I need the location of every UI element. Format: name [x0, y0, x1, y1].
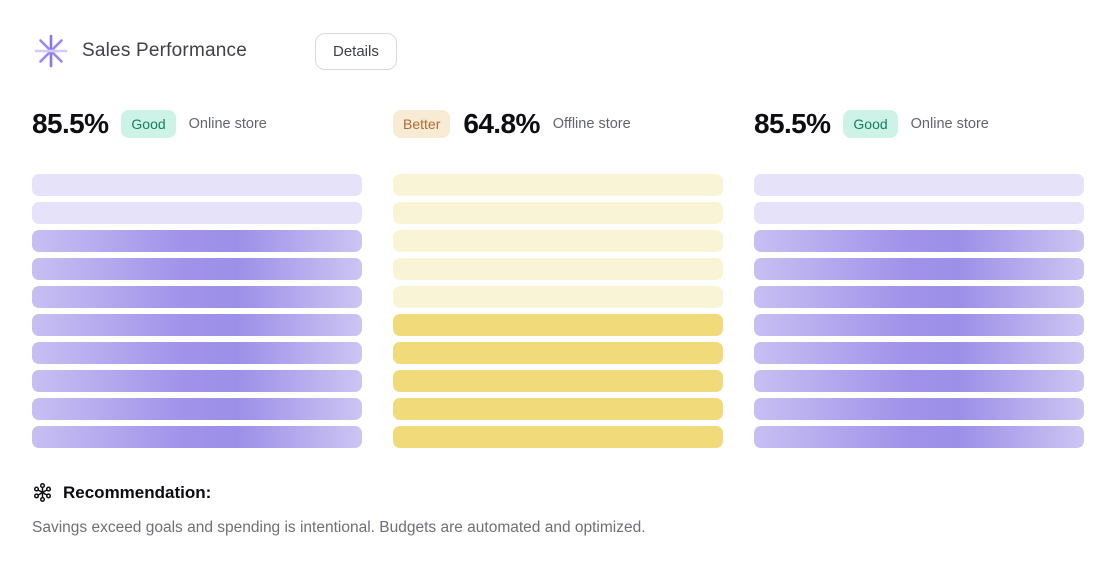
bar [32, 370, 362, 392]
bar [754, 370, 1084, 392]
bar [32, 342, 362, 364]
bar [393, 202, 723, 224]
bar-group [754, 174, 1084, 448]
recommendation-heading: Recommendation: [63, 482, 212, 502]
stat-column-online-store-2: 85.5% Good Online store [754, 106, 1084, 448]
recommendation-header: Recommendation: [32, 482, 1084, 503]
recommendation-text: Savings exceed goals and spending is int… [32, 519, 646, 536]
bar-group [32, 174, 362, 448]
bar [393, 286, 723, 308]
bar [32, 314, 362, 336]
stat-label: Online store [188, 116, 267, 132]
bar [32, 202, 362, 224]
stat-row: 85.5% Good Online store [32, 106, 362, 142]
status-badge: Good [843, 110, 898, 138]
molecule-icon [33, 483, 52, 502]
stat-row: 85.5% Good Online store [754, 106, 1084, 142]
bar [32, 230, 362, 252]
bar [754, 398, 1084, 420]
bar-group [393, 174, 723, 448]
stat-value: 85.5% [32, 108, 109, 139]
stat-label: Online store [910, 116, 989, 132]
bar [754, 174, 1084, 196]
bar [32, 286, 362, 308]
stat-row: Better 64.8% Offline store [393, 106, 723, 142]
bar [32, 426, 362, 448]
recommendation-section: Recommendation: Savings exceed goals and… [0, 482, 1116, 537]
bar [754, 342, 1084, 364]
bar [754, 314, 1084, 336]
status-badge: Good [121, 110, 176, 138]
bar [393, 174, 723, 196]
bar [32, 174, 362, 196]
bar [32, 258, 362, 280]
bar [754, 258, 1084, 280]
bar [754, 426, 1084, 448]
stat-columns: 85.5% Good Online store Better 64.8% Off… [0, 106, 1116, 448]
stat-column-online-store-1: 85.5% Good Online store [32, 106, 362, 448]
card-header: Sales Performance Details [0, 0, 1116, 70]
details-button[interactable]: Details [314, 32, 397, 70]
bar [393, 426, 723, 448]
stat-value: 85.5% [754, 108, 831, 139]
status-badge: Better [393, 110, 451, 138]
bar [754, 230, 1084, 252]
bar [393, 258, 723, 280]
stat-value: 64.8% [463, 108, 540, 139]
sparkle-icon [34, 34, 68, 68]
bar [393, 314, 723, 336]
bar [754, 286, 1084, 308]
bar [393, 370, 723, 392]
bar [393, 230, 723, 252]
stat-label: Offline store [552, 116, 631, 132]
stat-column-offline-store: Better 64.8% Offline store [393, 106, 723, 448]
bar [754, 202, 1084, 224]
page-title: Sales Performance [82, 40, 247, 61]
bar [32, 398, 362, 420]
bar [393, 342, 723, 364]
bar [393, 398, 723, 420]
